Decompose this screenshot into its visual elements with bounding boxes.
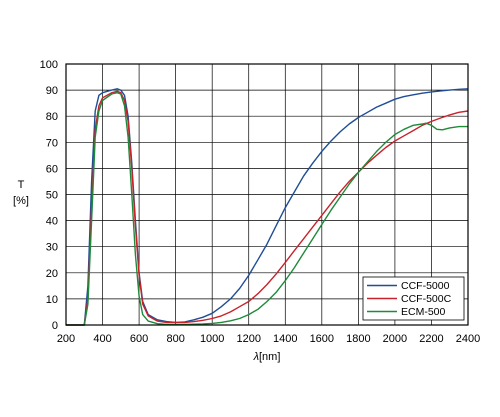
y-tick-label: 60 [46, 163, 58, 175]
y-axis-ticks: 0 10 20 30 40 50 60 70 80 90 100 [40, 59, 58, 332]
y-tick-label: 30 [46, 242, 58, 254]
y-tick-label: 70 [46, 137, 58, 149]
legend-label: ECM-500 [401, 306, 446, 318]
y-tick-label: 40 [46, 216, 58, 228]
plot-area-frame [65, 63, 469, 326]
x-tick-label: 800 [166, 333, 184, 345]
x-axis-symbol: λ [253, 351, 259, 363]
y-tick-label: 100 [40, 59, 58, 71]
x-tick-label: 1600 [310, 333, 334, 345]
x-tick-label: 2200 [419, 333, 443, 345]
gridlines [66, 64, 468, 325]
x-tick-label: 2400 [456, 333, 480, 345]
y-axis-label: T [18, 179, 25, 191]
x-tick-label: 200 [57, 333, 75, 345]
y-tick-label: 80 [46, 111, 58, 123]
y-tick-label: 10 [46, 294, 58, 306]
y-axis-unit: [%] [13, 195, 29, 207]
x-tick-label: 1400 [273, 333, 297, 345]
x-tick-label: 1800 [346, 333, 370, 345]
series-line-ccf-5000 [66, 88, 469, 326]
x-tick-label: 600 [130, 333, 148, 345]
x-tick-label: 2000 [383, 333, 407, 345]
series-lines [66, 88, 469, 326]
y-tick-label: 50 [46, 190, 58, 202]
series-line-ccf-500c [66, 90, 469, 326]
y-tick-label: 0 [52, 320, 58, 332]
x-tick-label: 1200 [236, 333, 260, 345]
x-axis-label: λ[nm] [253, 351, 281, 363]
legend-label: CCF-500C [401, 293, 452, 305]
legend-label: CCF-5000 [401, 280, 450, 292]
y-tick-label: 90 [46, 85, 58, 97]
x-axis-unit: [nm] [259, 351, 280, 363]
series-line-ecm-500 [66, 92, 468, 326]
x-axis-ticks: 200 400 600 800 1000 1200 1400 1600 1800 2000 2200… [57, 333, 480, 345]
x-tick-label: 1000 [200, 333, 224, 345]
y-tick-label: 20 [46, 268, 58, 280]
x-tick-label: 400 [93, 333, 111, 345]
